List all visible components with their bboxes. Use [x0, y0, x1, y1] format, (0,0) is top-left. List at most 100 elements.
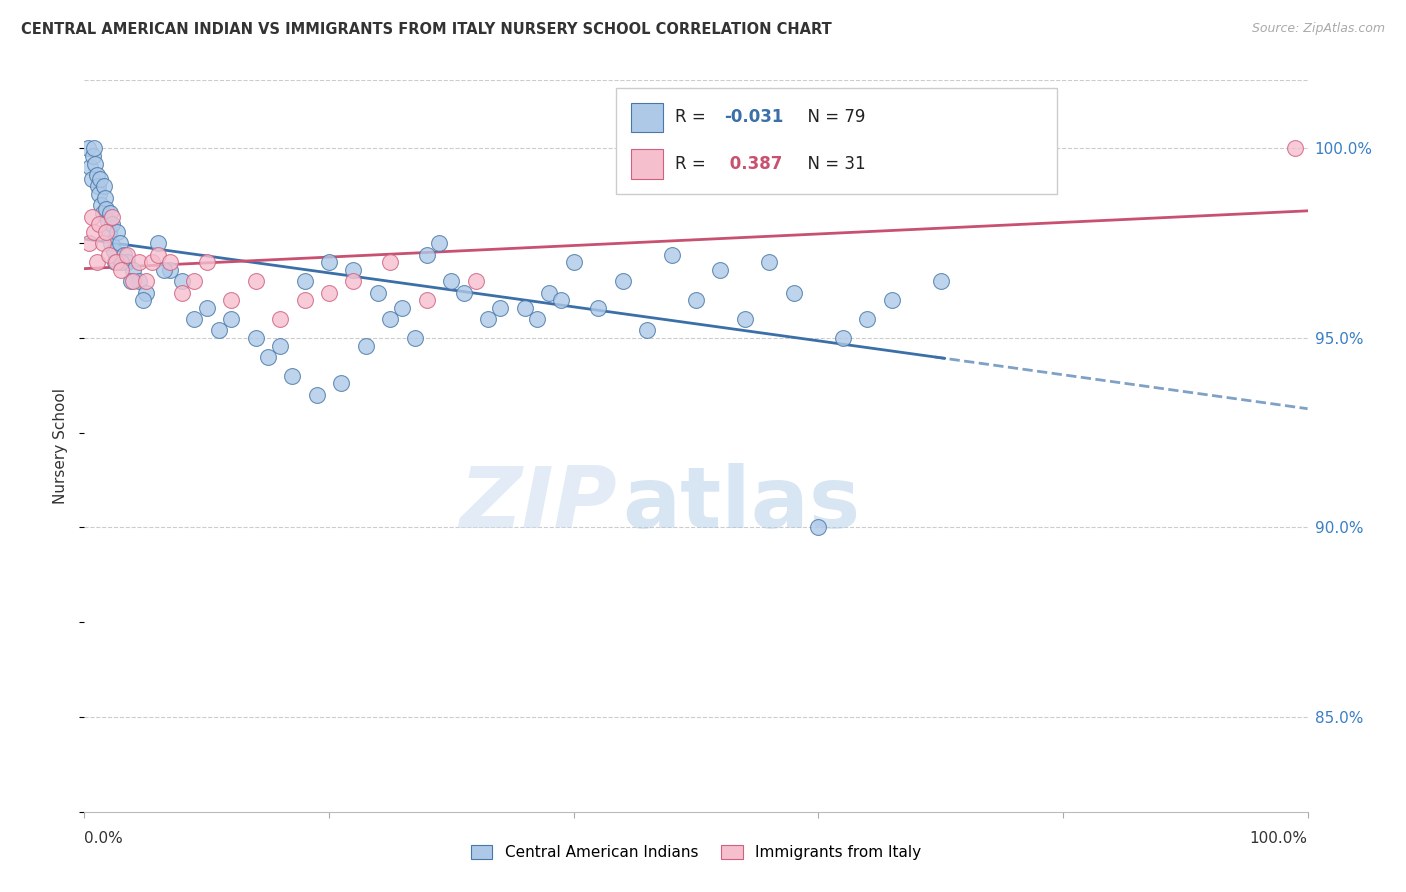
Point: [1284, 141, 1306, 155]
Point: [159, 255, 181, 269]
Point: [110, 262, 132, 277]
Point: [269, 312, 291, 326]
Point: [97, 225, 120, 239]
Point: [453, 285, 475, 300]
Point: [86, 255, 108, 269]
Point: [120, 274, 142, 288]
Point: [550, 293, 572, 307]
Point: [734, 312, 756, 326]
Text: ZIP: ZIP: [458, 463, 616, 546]
Text: N = 31: N = 31: [797, 155, 866, 173]
Point: [128, 255, 150, 269]
Point: [105, 255, 128, 269]
Point: [172, 285, 194, 300]
Point: [103, 244, 125, 258]
Point: [440, 274, 463, 288]
Point: [219, 293, 242, 307]
Point: [104, 255, 127, 269]
Point: [404, 331, 426, 345]
Point: [141, 255, 163, 269]
Point: [96, 202, 118, 216]
Point: [84, 156, 107, 170]
Point: [354, 338, 377, 352]
Point: [380, 255, 402, 269]
Text: 100.0%: 100.0%: [1250, 830, 1308, 846]
Point: [685, 293, 707, 307]
Point: [96, 225, 118, 239]
Point: [636, 323, 658, 337]
Point: [562, 255, 585, 269]
Point: [83, 225, 105, 239]
Point: [89, 171, 111, 186]
Point: [183, 274, 205, 288]
Point: [122, 262, 145, 277]
Point: [86, 168, 108, 182]
Point: [342, 262, 364, 277]
Point: [367, 285, 389, 300]
Point: [146, 236, 169, 251]
Point: [477, 312, 499, 326]
Point: [108, 236, 131, 251]
Point: [807, 520, 830, 534]
Point: [464, 274, 486, 288]
Point: [87, 179, 110, 194]
Point: [269, 338, 291, 352]
FancyBboxPatch shape: [631, 103, 664, 132]
FancyBboxPatch shape: [631, 149, 664, 178]
Point: [342, 274, 364, 288]
Point: [101, 210, 124, 224]
Point: [110, 255, 132, 269]
Point: [172, 274, 194, 288]
Point: [101, 217, 124, 231]
Point: [153, 262, 176, 277]
Point: [513, 301, 536, 315]
Point: [77, 236, 100, 251]
Point: [318, 285, 340, 300]
Point: [612, 274, 634, 288]
Point: [489, 301, 512, 315]
Point: [416, 247, 439, 261]
Point: [87, 186, 110, 201]
Point: [132, 293, 155, 307]
Point: [416, 293, 439, 307]
Point: [880, 293, 903, 307]
Point: [661, 247, 683, 261]
Point: [159, 262, 181, 277]
Point: [97, 247, 120, 261]
Text: R =: R =: [675, 108, 711, 127]
Text: 0.0%: 0.0%: [84, 830, 124, 846]
Point: [427, 236, 450, 251]
Point: [79, 161, 101, 175]
Point: [146, 247, 169, 261]
Point: [128, 274, 150, 288]
Point: [115, 247, 138, 261]
Point: [135, 285, 157, 300]
Point: [105, 225, 128, 239]
Point: [538, 285, 561, 300]
Point: [91, 236, 114, 251]
Point: [586, 301, 609, 315]
Point: [294, 274, 316, 288]
Point: [281, 368, 304, 383]
Point: [100, 236, 122, 251]
Point: [305, 388, 328, 402]
Point: [80, 171, 103, 186]
Point: [122, 274, 145, 288]
Point: [783, 285, 806, 300]
Point: [195, 255, 218, 269]
Point: [98, 206, 121, 220]
Point: [257, 350, 280, 364]
Point: [112, 247, 135, 261]
Point: [391, 301, 413, 315]
Point: [208, 323, 231, 337]
Point: [77, 141, 100, 155]
Text: CENTRAL AMERICAN INDIAN VS IMMIGRANTS FROM ITALY NURSERY SCHOOL CORRELATION CHAR: CENTRAL AMERICAN INDIAN VS IMMIGRANTS FR…: [21, 22, 832, 37]
Point: [245, 274, 267, 288]
Text: atlas: atlas: [623, 463, 860, 546]
Point: [195, 301, 218, 315]
Point: [758, 255, 780, 269]
Point: [87, 217, 110, 231]
Point: [90, 198, 112, 212]
Text: -0.031: -0.031: [724, 108, 783, 127]
Point: [856, 312, 879, 326]
